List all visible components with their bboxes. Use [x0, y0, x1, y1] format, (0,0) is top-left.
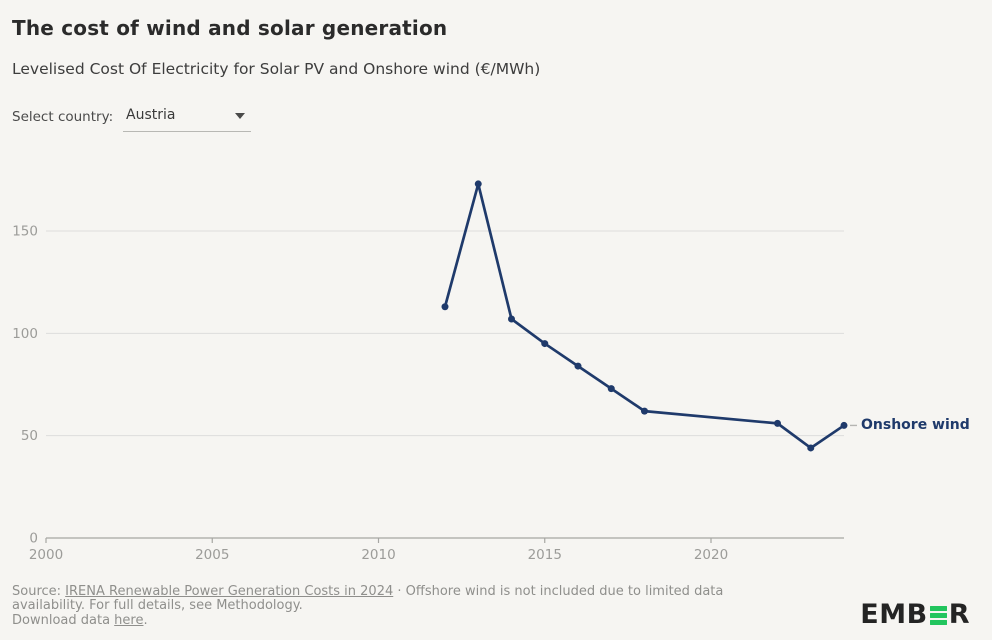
- footer-note: Source: IRENA Renewable Power Generation…: [12, 584, 774, 628]
- country-select-value: Austria: [126, 107, 176, 123]
- ember-logo-e-icon: [929, 606, 947, 625]
- svg-text:50: 50: [21, 428, 38, 444]
- source-prefix: Source:: [12, 584, 66, 599]
- chevron-down-icon: [235, 113, 245, 119]
- svg-text:150: 150: [12, 224, 38, 240]
- source-note: · Offshore wind is not included due to l…: [12, 584, 724, 614]
- download-suffix: .: [143, 612, 148, 628]
- svg-text:100: 100: [12, 326, 38, 342]
- svg-text:0: 0: [29, 531, 38, 547]
- ember-logo: EMB R: [860, 599, 970, 630]
- chart-subtitle: Levelised Cost Of Electricity for Solar …: [12, 60, 541, 78]
- series-end-label: Onshore wind: [861, 417, 970, 434]
- download-here-link[interactable]: here: [114, 612, 144, 628]
- svg-text:2005: 2005: [195, 547, 229, 563]
- svg-text:2010: 2010: [361, 547, 395, 563]
- svg-text:2000: 2000: [29, 547, 63, 563]
- select-country-label: Select country:: [12, 109, 114, 125]
- ember-logo-text-pre: EMB: [860, 599, 928, 630]
- svg-text:2015: 2015: [528, 547, 562, 563]
- download-prefix: Download data: [12, 612, 115, 628]
- ember-logo-text-post: R: [948, 599, 970, 630]
- country-select[interactable]: Austria: [123, 104, 251, 132]
- source-link[interactable]: IRENA Renewable Power Generation Costs i…: [65, 584, 394, 599]
- svg-text:2020: 2020: [694, 547, 728, 563]
- page-title: The cost of wind and solar generation: [12, 16, 448, 40]
